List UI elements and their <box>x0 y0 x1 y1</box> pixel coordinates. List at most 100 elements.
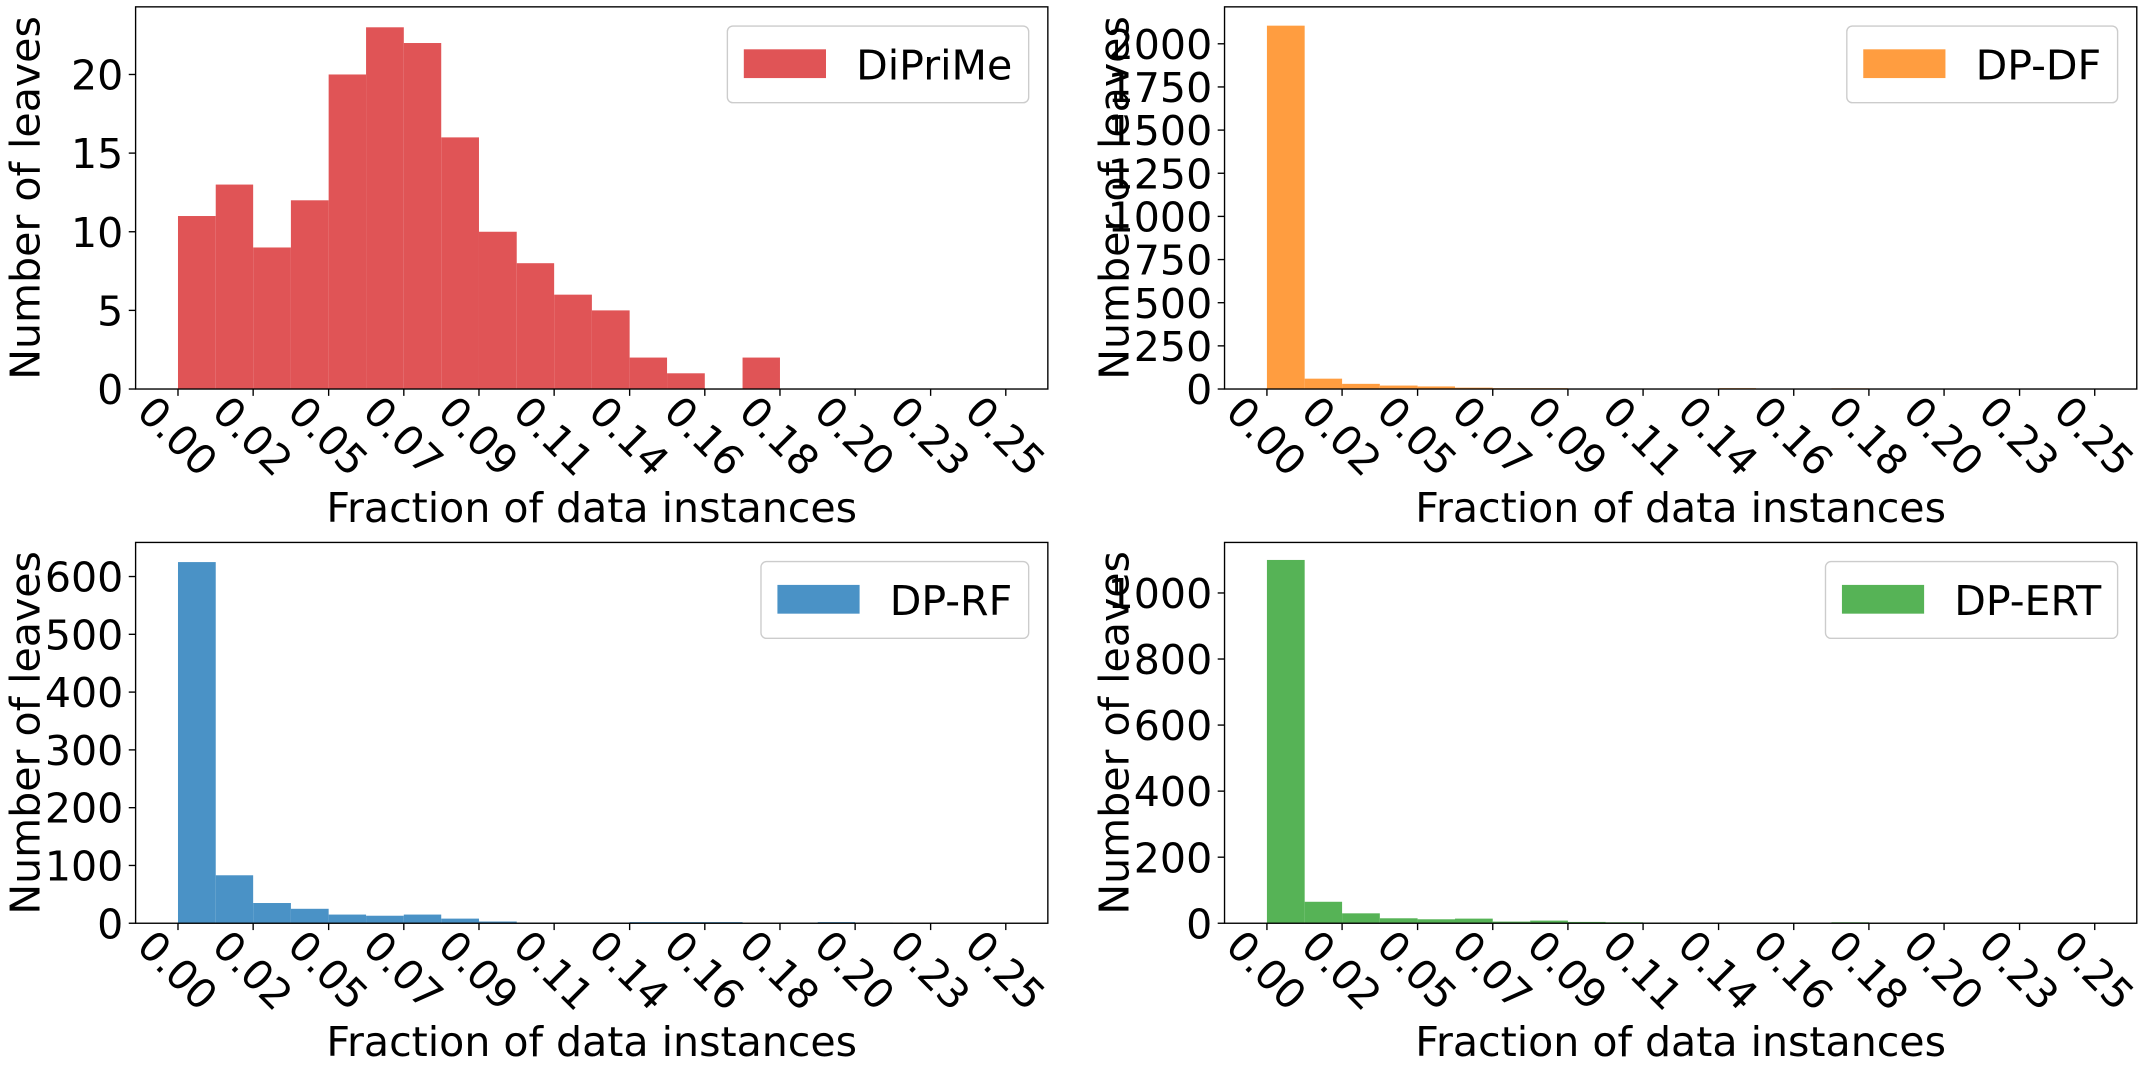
x-tick-label: 0.14 <box>1669 921 1768 1020</box>
y-tick-label: 500 <box>1134 280 1212 328</box>
x-tick-label: 0.02 <box>1292 387 1391 486</box>
bar <box>1342 383 1380 390</box>
x-tick-label: 0.20 <box>1894 387 1993 486</box>
x-tick-label: 0.23 <box>1970 921 2069 1020</box>
x-tick-label: 0.11 <box>1593 387 1692 486</box>
y-tick-label: 0 <box>1186 366 1212 414</box>
y-axis-label: Number of leaves <box>2 551 50 915</box>
x-axis-label: Fraction of data instances <box>326 484 857 532</box>
legend-label: DP-DF <box>1976 41 2102 89</box>
axes-frame <box>1223 541 2138 924</box>
y-tick-label: 250 <box>1134 323 1212 371</box>
axes-frame <box>134 541 1049 924</box>
x-tick-label: 0.05 <box>279 921 378 1020</box>
bar <box>253 247 291 390</box>
bar <box>516 263 555 390</box>
bar <box>1304 378 1343 390</box>
bar <box>591 310 630 390</box>
x-tick-label: 0.16 <box>655 387 754 486</box>
x-tick-label: 0.16 <box>1744 387 1843 486</box>
x-tick-label: 0.23 <box>1970 387 2069 486</box>
x-tick-label: 0.02 <box>1292 921 1391 1020</box>
bar <box>215 184 254 390</box>
x-tick-label: 0.16 <box>1744 921 1843 1020</box>
bar <box>290 908 329 924</box>
bar <box>742 357 780 390</box>
x-tick-label: 0.18 <box>730 387 829 486</box>
y-tick-label: 400 <box>45 669 123 717</box>
y-tick-label: 0 <box>97 366 123 414</box>
axes-frame <box>134 6 1049 390</box>
legend: DP-DF <box>1846 25 2119 104</box>
y-tick-label: 200 <box>45 785 123 833</box>
x-tick-label: 0.05 <box>279 387 378 486</box>
y-axis-label: Number of leaves <box>1091 551 1139 915</box>
bar <box>1379 385 1418 390</box>
bar <box>1455 918 1493 924</box>
subplot: 020040060080010000.000.020.050.070.090.1… <box>1091 541 2144 1066</box>
x-tick-label: 0.07 <box>354 921 453 1020</box>
legend: DP-RF <box>760 560 1030 640</box>
x-tick-label: 0.07 <box>354 387 453 486</box>
y-axis-label: Number of leaves <box>2 16 50 380</box>
x-tick-label: 0.00 <box>128 387 227 486</box>
x-tick-label: 0.18 <box>1819 921 1918 1020</box>
subplot: 0250500750100012501500175020000.000.020.… <box>1091 6 2144 532</box>
x-tick-label: 0.05 <box>1368 921 1467 1020</box>
bar <box>403 43 442 390</box>
x-tick-label: 0.16 <box>655 921 754 1020</box>
legend-label: DP-ERT <box>1954 577 2102 625</box>
bar <box>253 903 291 924</box>
x-tick-label: 0.25 <box>2045 921 2144 1020</box>
x-tick-label: 0.07 <box>1443 387 1542 486</box>
bar <box>328 914 367 924</box>
legend-label: DiPriMe <box>856 41 1012 89</box>
legend: DP-ERT <box>1824 560 2119 640</box>
legend-swatch <box>743 49 826 79</box>
bar <box>1266 25 1305 390</box>
bar <box>1304 901 1343 924</box>
x-tick-label: 0.20 <box>1894 921 1993 1020</box>
x-tick-label: 0.00 <box>1217 387 1316 486</box>
x-axis-label: Fraction of data instances <box>326 1018 857 1066</box>
legend: DiPriMe <box>726 25 1030 104</box>
bar <box>366 27 404 390</box>
x-tick-label: 0.25 <box>956 921 1055 1020</box>
bar <box>215 875 254 924</box>
legend-swatch <box>1841 584 1925 614</box>
x-tick-label: 0.18 <box>730 921 829 1020</box>
y-tick-label: 200 <box>1134 834 1212 882</box>
x-tick-label: 0.18 <box>1819 387 1918 486</box>
axes-frame <box>1223 6 2138 390</box>
y-axis-label: Number of leaves <box>1091 16 1139 380</box>
y-tick-label: 750 <box>1134 237 1212 285</box>
bar <box>366 915 404 924</box>
x-tick-label: 0.09 <box>1518 387 1617 486</box>
x-tick-label: 0.25 <box>2045 387 2144 486</box>
x-tick-label: 0.11 <box>504 387 603 486</box>
x-axis-label: Fraction of data instances <box>1415 1018 1946 1066</box>
y-tick-label: 500 <box>45 611 123 659</box>
bar <box>1417 919 1456 924</box>
bar <box>1492 921 1531 924</box>
x-tick-label: 0.14 <box>580 921 679 1020</box>
y-tick-label: 1250 <box>1108 150 1213 198</box>
x-tick-label: 0.20 <box>805 387 904 486</box>
x-tick-label: 0.11 <box>1593 921 1692 1020</box>
legend-frame <box>760 560 1030 640</box>
bar <box>403 914 442 924</box>
bar <box>441 137 479 390</box>
x-tick-label: 0.05 <box>1368 387 1467 486</box>
x-tick-label: 0.00 <box>128 921 227 1020</box>
subplot: 01002003004005006000.000.020.050.070.090… <box>2 541 1055 1066</box>
x-tick-label: 0.14 <box>580 387 679 486</box>
x-tick-label: 0.02 <box>203 387 302 486</box>
bar <box>667 373 705 390</box>
y-tick-label: 10 <box>71 209 123 257</box>
x-tick-label: 0.07 <box>1443 921 1542 1020</box>
bar <box>441 918 479 924</box>
y-tick-label: 300 <box>45 727 123 775</box>
x-tick-label: 0.00 <box>1217 921 1316 1020</box>
legend-frame <box>1824 560 2119 640</box>
